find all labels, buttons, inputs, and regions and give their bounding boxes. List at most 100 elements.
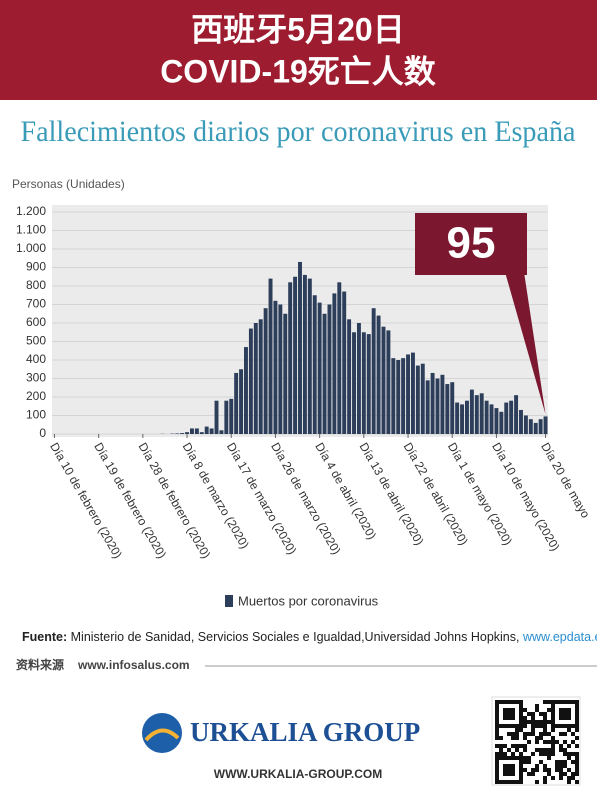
qr-cell xyxy=(547,756,551,760)
qr-cell xyxy=(555,768,559,772)
qr-cell xyxy=(507,716,511,720)
qr-cell xyxy=(571,752,575,756)
header-line: 西班牙5月20日 xyxy=(191,11,404,47)
qr-cell xyxy=(535,708,539,712)
bar xyxy=(430,372,435,434)
qr-cell xyxy=(567,724,571,728)
qr-cell xyxy=(539,732,543,736)
qr-cell xyxy=(543,732,547,736)
qr-cell xyxy=(539,712,543,716)
bar xyxy=(533,422,538,434)
qr-cell xyxy=(519,716,523,720)
y-tick-label: 500 xyxy=(26,334,46,348)
x-tick-label: Día 20 de mayo xyxy=(538,440,593,521)
qr-cell xyxy=(503,772,507,776)
qr-cell xyxy=(567,716,571,720)
bar xyxy=(479,393,484,434)
qr-cell xyxy=(535,748,539,752)
qr-cell xyxy=(507,780,511,784)
qr-cell xyxy=(575,744,579,748)
bar xyxy=(396,360,401,434)
y-tick-label: 200 xyxy=(26,389,46,403)
source-body: Ministerio de Sanidad, Servicios Sociale… xyxy=(71,630,520,644)
qr-cell xyxy=(495,732,499,736)
bar xyxy=(406,354,411,434)
qr-cell xyxy=(543,748,547,752)
bar xyxy=(337,282,342,434)
y-tick-label: 600 xyxy=(26,315,46,329)
qr-cell xyxy=(515,780,519,784)
bar xyxy=(484,400,489,434)
qr-cell xyxy=(563,764,567,768)
qr-cell xyxy=(543,768,547,772)
bar xyxy=(258,319,263,434)
qr-cell xyxy=(559,724,563,728)
bar xyxy=(376,315,381,434)
qr-cell xyxy=(571,732,575,736)
bar xyxy=(189,428,194,434)
qr-cell xyxy=(567,744,571,748)
qr-cell xyxy=(559,764,563,768)
qr-cell xyxy=(575,724,579,728)
bar xyxy=(489,404,494,434)
annotation-box xyxy=(415,213,527,275)
qr-cell xyxy=(551,744,555,748)
qr-cell xyxy=(567,712,571,716)
qr-cell xyxy=(511,708,515,712)
qr-cell xyxy=(503,700,507,704)
qr-cell xyxy=(495,760,499,764)
bar xyxy=(366,334,371,434)
qr-cell xyxy=(571,700,575,704)
qr-cell xyxy=(563,752,567,756)
y-tick-label: 100 xyxy=(26,408,46,422)
qr-cell xyxy=(519,708,523,712)
bar xyxy=(302,274,307,434)
bar xyxy=(425,380,430,434)
qr-cell xyxy=(511,724,515,728)
qr-cell xyxy=(499,700,503,704)
qr-cell xyxy=(539,724,543,728)
qr-cell xyxy=(555,740,559,744)
qr-cell xyxy=(507,768,511,772)
bar xyxy=(175,433,180,434)
qr-cell xyxy=(559,712,563,716)
qr-cell xyxy=(555,724,559,728)
bar xyxy=(391,358,396,434)
qr-cell xyxy=(567,756,571,760)
qr-cell xyxy=(495,700,499,704)
qr-cell xyxy=(535,704,539,708)
qr-cell xyxy=(511,716,515,720)
qr-cell xyxy=(527,740,531,744)
qr-cell xyxy=(543,716,547,720)
source-note: 资料来源 xyxy=(16,657,64,672)
logo-swoosh xyxy=(144,728,180,742)
qr-cell xyxy=(575,720,579,724)
qr-cell xyxy=(551,712,555,716)
qr-cell xyxy=(575,768,579,772)
bar xyxy=(445,384,450,434)
qr-cell xyxy=(543,764,547,768)
qr-cell xyxy=(567,728,571,732)
qr-cell xyxy=(567,776,571,780)
qr-cell xyxy=(503,764,507,768)
qr-cell xyxy=(515,728,519,732)
bar xyxy=(465,400,469,434)
bar xyxy=(435,378,440,434)
bar xyxy=(386,330,391,434)
y-tick-label: 900 xyxy=(26,260,46,274)
y-tick-label: 400 xyxy=(26,352,46,366)
qr-cell xyxy=(495,756,499,760)
qr-cell xyxy=(539,760,543,764)
y-axis-label: Personas (Unidades) xyxy=(12,177,125,191)
bar xyxy=(283,313,288,434)
qr-cell xyxy=(495,728,499,732)
qr-cell xyxy=(511,744,515,748)
qr-cell xyxy=(535,724,539,728)
qr-cell xyxy=(575,780,579,784)
qr-cell xyxy=(531,772,535,776)
bar xyxy=(273,300,278,434)
qr-cell xyxy=(523,748,527,752)
qr-cell xyxy=(551,776,555,780)
qr-cell xyxy=(519,700,523,704)
qr-cell xyxy=(495,704,499,708)
